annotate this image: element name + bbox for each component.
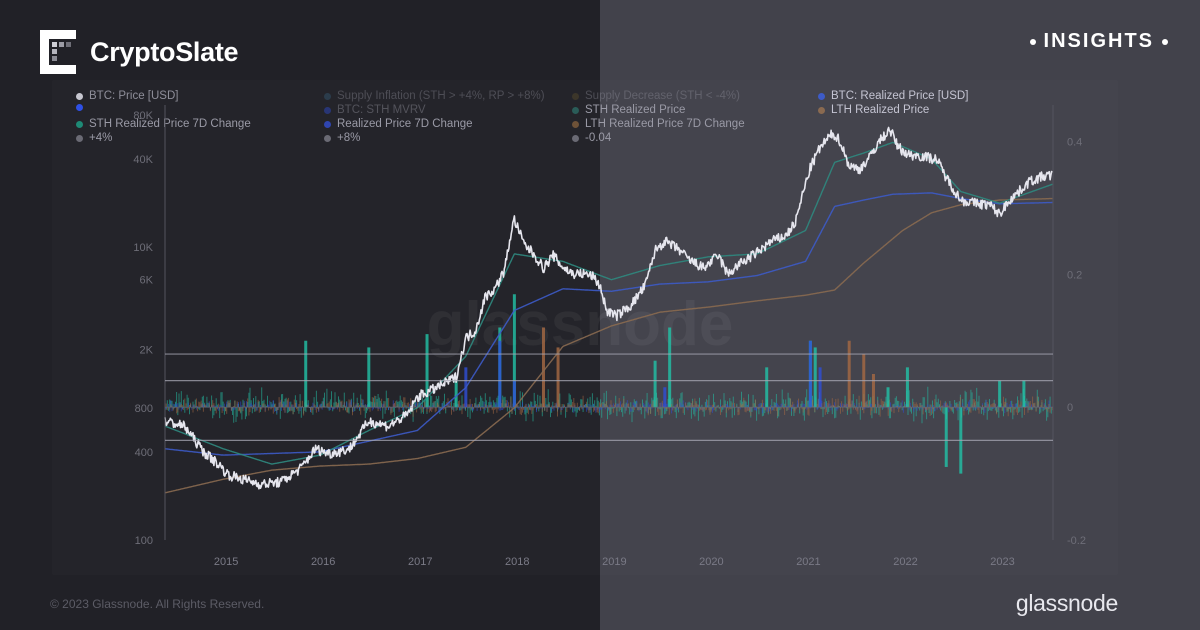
y-left-tick-label: 400 [135, 447, 153, 459]
legend-item: Supply Inflation (STH > +4%, RP > +8%) [324, 90, 545, 102]
legend-item: STH Realized Price 7D Change [76, 118, 251, 130]
x-tick-label: 2021 [796, 556, 820, 568]
x-tick-label: 2020 [699, 556, 723, 568]
y-left-tick-label: 6K [140, 275, 154, 287]
legend-item: BTC: Realized Price [USD] [818, 90, 968, 102]
legend-label: STH Realized Price 7D Change [89, 118, 251, 130]
legend-label: LTH Realized Price [831, 104, 930, 116]
legend-marker [572, 106, 579, 114]
bullet-icon [1029, 38, 1036, 45]
legend-item: LTH Realized Price 7D Change [572, 118, 745, 130]
x-tick-label: 2016 [311, 556, 335, 568]
legend-marker [324, 106, 331, 114]
y-left-tick-label: 10K [133, 242, 153, 254]
legend-label: Supply Inflation (STH > +4%, RP > +8%) [337, 90, 545, 102]
chart-watermark: glassnode [427, 290, 734, 359]
cryptoslate-logo[interactable]: CryptoSlate [40, 30, 239, 74]
legend-marker [76, 134, 83, 142]
x-tick-label: 2019 [602, 556, 626, 568]
insights-badge: INSIGHTS [1029, 30, 1168, 53]
legend-item: +8% [324, 132, 360, 144]
legend-item [76, 104, 89, 111]
legend-item: Realized Price 7D Change [324, 118, 473, 130]
legend-label: Realized Price 7D Change [337, 118, 473, 130]
y-right-tick-label: 0.2 [1067, 269, 1082, 281]
legend-marker [818, 92, 825, 100]
y-left-tick-label: 40K [133, 154, 153, 166]
background-left [0, 0, 600, 630]
y-left-tick-label: 800 [135, 403, 153, 415]
legend-label: STH Realized Price [585, 104, 686, 116]
legend-marker [572, 134, 579, 142]
legend-item: BTC: Price [USD] [76, 90, 178, 102]
y-left-tick-label: 2K [140, 345, 154, 357]
legend-marker [324, 92, 331, 100]
series-line-lth-realized-price [164, 197, 1053, 494]
cryptoslate-mark-icon [40, 30, 76, 74]
x-tick-label: 2023 [990, 556, 1014, 568]
legend-label: +4% [89, 132, 113, 144]
glassnode-logo: glassnode [1015, 590, 1118, 616]
legend-marker [818, 106, 825, 114]
legend-label: BTC: Realized Price [USD] [831, 90, 969, 102]
legend-item: LTH Realized Price [818, 104, 929, 116]
y-right-tick-label: 0.4 [1067, 137, 1082, 149]
legend-item: STH Realized Price [572, 104, 685, 116]
y-left-tick-label: 100 [135, 535, 153, 547]
insights-label: INSIGHTS [1043, 30, 1154, 52]
legend-item: BTC: STH MVRV [324, 104, 426, 116]
legend-marker [324, 120, 331, 128]
brand-name: CryptoSlate [90, 36, 239, 67]
legend-label: LTH Realized Price 7D Change [585, 118, 745, 130]
x-tick-label: 2022 [893, 556, 917, 568]
bullet-icon [1162, 38, 1168, 45]
legend-marker [76, 120, 83, 128]
legend-label: Supply Decrease (STH < -4%) [585, 90, 740, 102]
legend-label: +8% [337, 132, 361, 144]
legend-label: BTC: Price [USD] [89, 90, 179, 102]
legend-marker [572, 120, 579, 128]
legend-marker [76, 104, 83, 111]
copyright-text: © 2023 Glassnode. All Rights Reserved. [50, 597, 265, 611]
legend-marker [76, 92, 83, 100]
legend-label: -0.04 [585, 132, 612, 144]
x-tick-label: 2018 [505, 556, 529, 568]
legend-item: -0.04 [572, 132, 611, 144]
axes-layer: 100 400 800 2K 6K 10K 40K 80K -0.2 0 0.2 0.4 2015 201… [133, 105, 1086, 568]
y-right-tick-label: 0 [1067, 402, 1073, 414]
price-lines-layer [164, 126, 1053, 494]
legend-label: BTC: STH MVRV [337, 104, 426, 116]
series-line-btc-price-usd- [164, 126, 1053, 490]
x-tick-label: 2017 [408, 556, 432, 568]
legend-item: +4% [76, 132, 112, 144]
legend-item: Supply Decrease (STH < -4%) [572, 90, 740, 102]
y-right-tick-label: -0.2 [1067, 535, 1086, 547]
y-left-tick-label: 80K [133, 110, 153, 122]
series-line-sth-realized-price [164, 141, 1053, 465]
x-tick-label: 2015 [214, 556, 238, 568]
legend-marker [572, 92, 579, 100]
change-histogram-lth [164, 395, 1053, 417]
legend-marker [324, 134, 331, 142]
background-right [600, 0, 1200, 630]
